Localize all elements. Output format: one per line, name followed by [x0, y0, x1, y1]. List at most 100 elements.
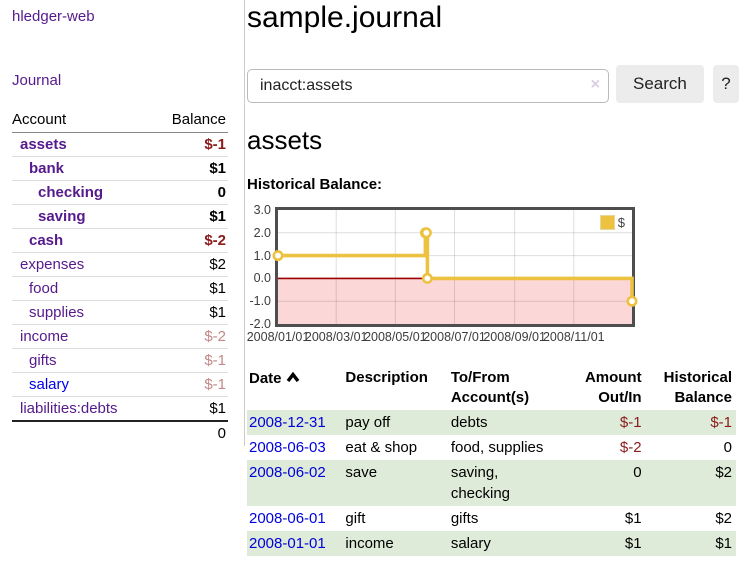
- account-row: gifts $-1: [12, 348, 228, 373]
- account-link[interactable]: supplies: [29, 304, 85, 321]
- account-row: income $-2: [12, 324, 228, 349]
- register-table-header: Date Description To/From Account(s) Amou…: [247, 366, 736, 410]
- data-point-marker: [420, 227, 432, 239]
- help-button[interactable]: ?: [712, 65, 739, 103]
- account-link[interactable]: checking: [38, 184, 104, 201]
- transaction-amount: 0: [633, 464, 642, 481]
- negative-region: [278, 278, 632, 324]
- account-link[interactable]: income: [20, 328, 69, 345]
- table-row: 2008-06-03 eat & shop food, supplies $-2…: [247, 435, 736, 460]
- account-link[interactable]: gifts: [29, 352, 57, 369]
- search-input[interactable]: [247, 69, 609, 103]
- tofrom-column-header: To/From Account(s): [450, 369, 530, 406]
- data-point-marker: [272, 250, 284, 262]
- transaction-description: income: [345, 535, 394, 552]
- description-column-header: Description: [345, 369, 428, 386]
- transaction-accounts: debts: [450, 414, 488, 431]
- main-content: sample.journal × Search ? assets Histori…: [247, 0, 739, 556]
- transaction-balance: $2: [715, 510, 732, 527]
- table-row: 2008-01-01 income salary $1 $1: [247, 531, 736, 556]
- account-balance: $1: [152, 156, 228, 181]
- transaction-balance: $1: [715, 535, 732, 552]
- transaction-description: gift: [345, 510, 366, 527]
- transaction-date-link[interactable]: 2008-12-31: [249, 414, 326, 431]
- chart-canvas: [272, 210, 638, 324]
- accounts-total-row: 0: [12, 420, 228, 445]
- account-balance: $1: [152, 276, 228, 301]
- account-link[interactable]: saving: [38, 208, 86, 225]
- accounts-total: 0: [152, 420, 228, 445]
- x-tick-label: 2008/03/01: [304, 330, 368, 344]
- legend-swatch-icon: [599, 215, 615, 230]
- transaction-description: eat & shop: [345, 439, 418, 456]
- search-form: × Search ?: [247, 65, 739, 103]
- transaction-balance: $-1: [710, 414, 732, 431]
- balance-column-header-main: Historical Balance: [663, 369, 732, 406]
- account-link[interactable]: liabilities:debts: [20, 400, 118, 417]
- y-tick-label: 0.0: [253, 271, 271, 286]
- transaction-date-link[interactable]: 2008-06-03: [249, 439, 326, 456]
- chart-plot-area: $: [272, 207, 638, 327]
- sort-ascending-icon: [286, 368, 300, 388]
- sidebar: hledger-web Journal Account Balance asse…: [0, 0, 245, 446]
- y-tick-label: 3.0: [253, 203, 271, 217]
- account-balance: $-1: [152, 372, 228, 397]
- historical-balance-chart: 3.0 2.0 1.0 0.0 -1.0 -2.0 $ 2008/01/01 2008/03…: [246, 203, 739, 347]
- transaction-date-link[interactable]: 2008-06-02: [249, 464, 326, 481]
- account-row: saving $1: [12, 204, 228, 229]
- table-row: 2008-12-31 pay off debts $-1 $-1: [247, 410, 736, 435]
- register-table: Date Description To/From Account(s) Amou…: [247, 366, 736, 556]
- x-tick-label: 2008/09/01: [483, 330, 546, 344]
- search-box: ×: [247, 69, 609, 103]
- account-balance: $-2: [152, 228, 228, 253]
- account-link[interactable]: bank: [29, 160, 65, 177]
- account-row: checking 0: [12, 180, 228, 205]
- sidebar-item-journal[interactable]: Journal: [12, 72, 62, 89]
- transaction-description: save: [345, 464, 378, 481]
- accounts-table: Account Balance assets $-1 bank $1 check…: [12, 109, 228, 445]
- account-link[interactable]: cash: [29, 232, 64, 249]
- account-link[interactable]: expenses: [20, 256, 85, 273]
- transaction-description: pay off: [345, 414, 391, 431]
- balance-column-header: Balance: [152, 109, 228, 133]
- x-tick-label: 2008/01/01: [246, 330, 310, 344]
- amount-column-header: Amount Out/In: [584, 369, 642, 406]
- transaction-amount: $1: [624, 535, 642, 552]
- account-link[interactable]: assets: [20, 136, 67, 153]
- transaction-balance: $2: [715, 464, 732, 481]
- account-link[interactable]: salary: [29, 376, 70, 393]
- account-link[interactable]: food: [29, 280, 59, 297]
- account-balance: $1: [152, 396, 228, 422]
- transaction-balance: 0: [723, 439, 732, 456]
- transaction-date-link[interactable]: 2008-01-01: [249, 535, 326, 552]
- account-row: cash $-2: [12, 228, 228, 253]
- transaction-amount: $1: [624, 510, 642, 527]
- transaction-accounts: saving, checking: [450, 464, 511, 502]
- account-column-header: Account: [12, 109, 153, 133]
- transaction-amount: $-2: [619, 439, 642, 456]
- account-balance: $-1: [152, 348, 228, 373]
- legend-label: $: [617, 215, 625, 230]
- account-row: supplies $1: [12, 300, 228, 325]
- clear-search-icon[interactable]: ×: [590, 76, 600, 93]
- page-title: sample.journal: [247, 1, 443, 34]
- transaction-amount: $-1: [619, 414, 642, 431]
- account-row: food $1: [12, 276, 228, 301]
- accounts-table-header: Account Balance: [12, 109, 228, 133]
- brand-link[interactable]: hledger-web: [12, 8, 95, 25]
- x-tick-label: 2008/07/01: [423, 330, 486, 344]
- date-column-header[interactable]: Date: [247, 366, 343, 410]
- x-tick-label: 2008/05/01: [364, 330, 427, 344]
- search-button[interactable]: Search: [616, 65, 704, 103]
- table-row: 2008-06-02 save saving, checking 0 $2: [247, 460, 736, 506]
- account-row: salary $-1: [12, 372, 228, 397]
- x-tick-label: 2008/11/01: [542, 330, 605, 344]
- data-point-marker: [626, 295, 638, 307]
- account-balance: $1: [152, 204, 228, 229]
- account-balance: 0: [152, 180, 228, 205]
- y-tick-label: -1.0: [249, 294, 271, 309]
- register-account-heading: assets: [247, 125, 323, 155]
- chart-legend: $: [599, 215, 625, 230]
- transaction-date-link[interactable]: 2008-06-01: [249, 510, 326, 527]
- data-point-marker: [421, 272, 433, 284]
